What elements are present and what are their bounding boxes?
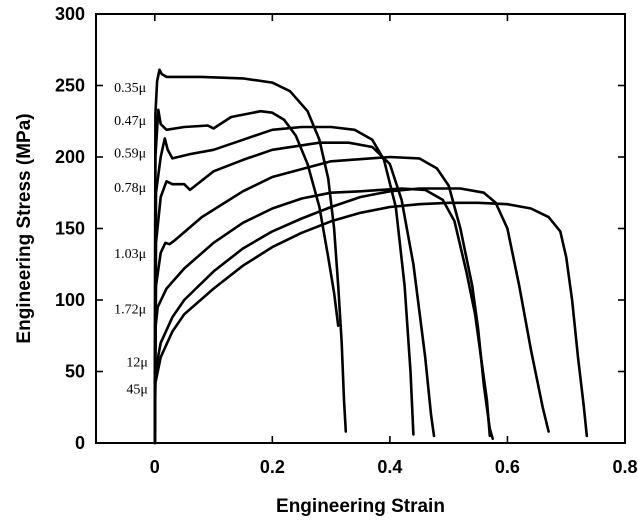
x-tick-label: 0.8 xyxy=(612,457,637,477)
y-tick-label: 250 xyxy=(55,76,85,96)
series-size-label: 0.59μ xyxy=(114,147,146,162)
series-size-label: 1.03μ xyxy=(114,247,146,262)
x-tick-label: 0.6 xyxy=(495,457,520,477)
y-axis-title: Engineering Stress (MPa) xyxy=(14,113,35,343)
y-tick-label: 100 xyxy=(55,290,85,310)
series-line xyxy=(153,187,492,445)
x-tick-label: 0.2 xyxy=(260,457,285,477)
series-size-label: 45μ xyxy=(126,383,148,398)
series-line xyxy=(153,141,436,445)
y-tick-label: 200 xyxy=(55,147,85,167)
series-size-label: 12μ xyxy=(126,355,148,370)
y-tick-label: 50 xyxy=(65,362,85,382)
y-tick-label: 300 xyxy=(55,4,85,24)
series-line xyxy=(153,187,550,445)
x-tick-label: 0.4 xyxy=(377,457,402,477)
series-size-label: 0.35μ xyxy=(114,81,146,96)
series-size-label: 0.78μ xyxy=(114,181,146,196)
y-tick-label: 150 xyxy=(55,219,85,239)
series-line xyxy=(153,108,340,445)
series-size-label: 1.72μ xyxy=(114,303,146,318)
x-tick-label: 0 xyxy=(150,457,160,477)
plot-frame xyxy=(95,13,626,444)
x-axis-title: Engineering Strain xyxy=(276,496,445,517)
series-line xyxy=(153,68,348,445)
series-line xyxy=(153,201,589,445)
y-tick-label: 0 xyxy=(75,433,85,453)
series-size-label: 0.47μ xyxy=(114,114,146,129)
